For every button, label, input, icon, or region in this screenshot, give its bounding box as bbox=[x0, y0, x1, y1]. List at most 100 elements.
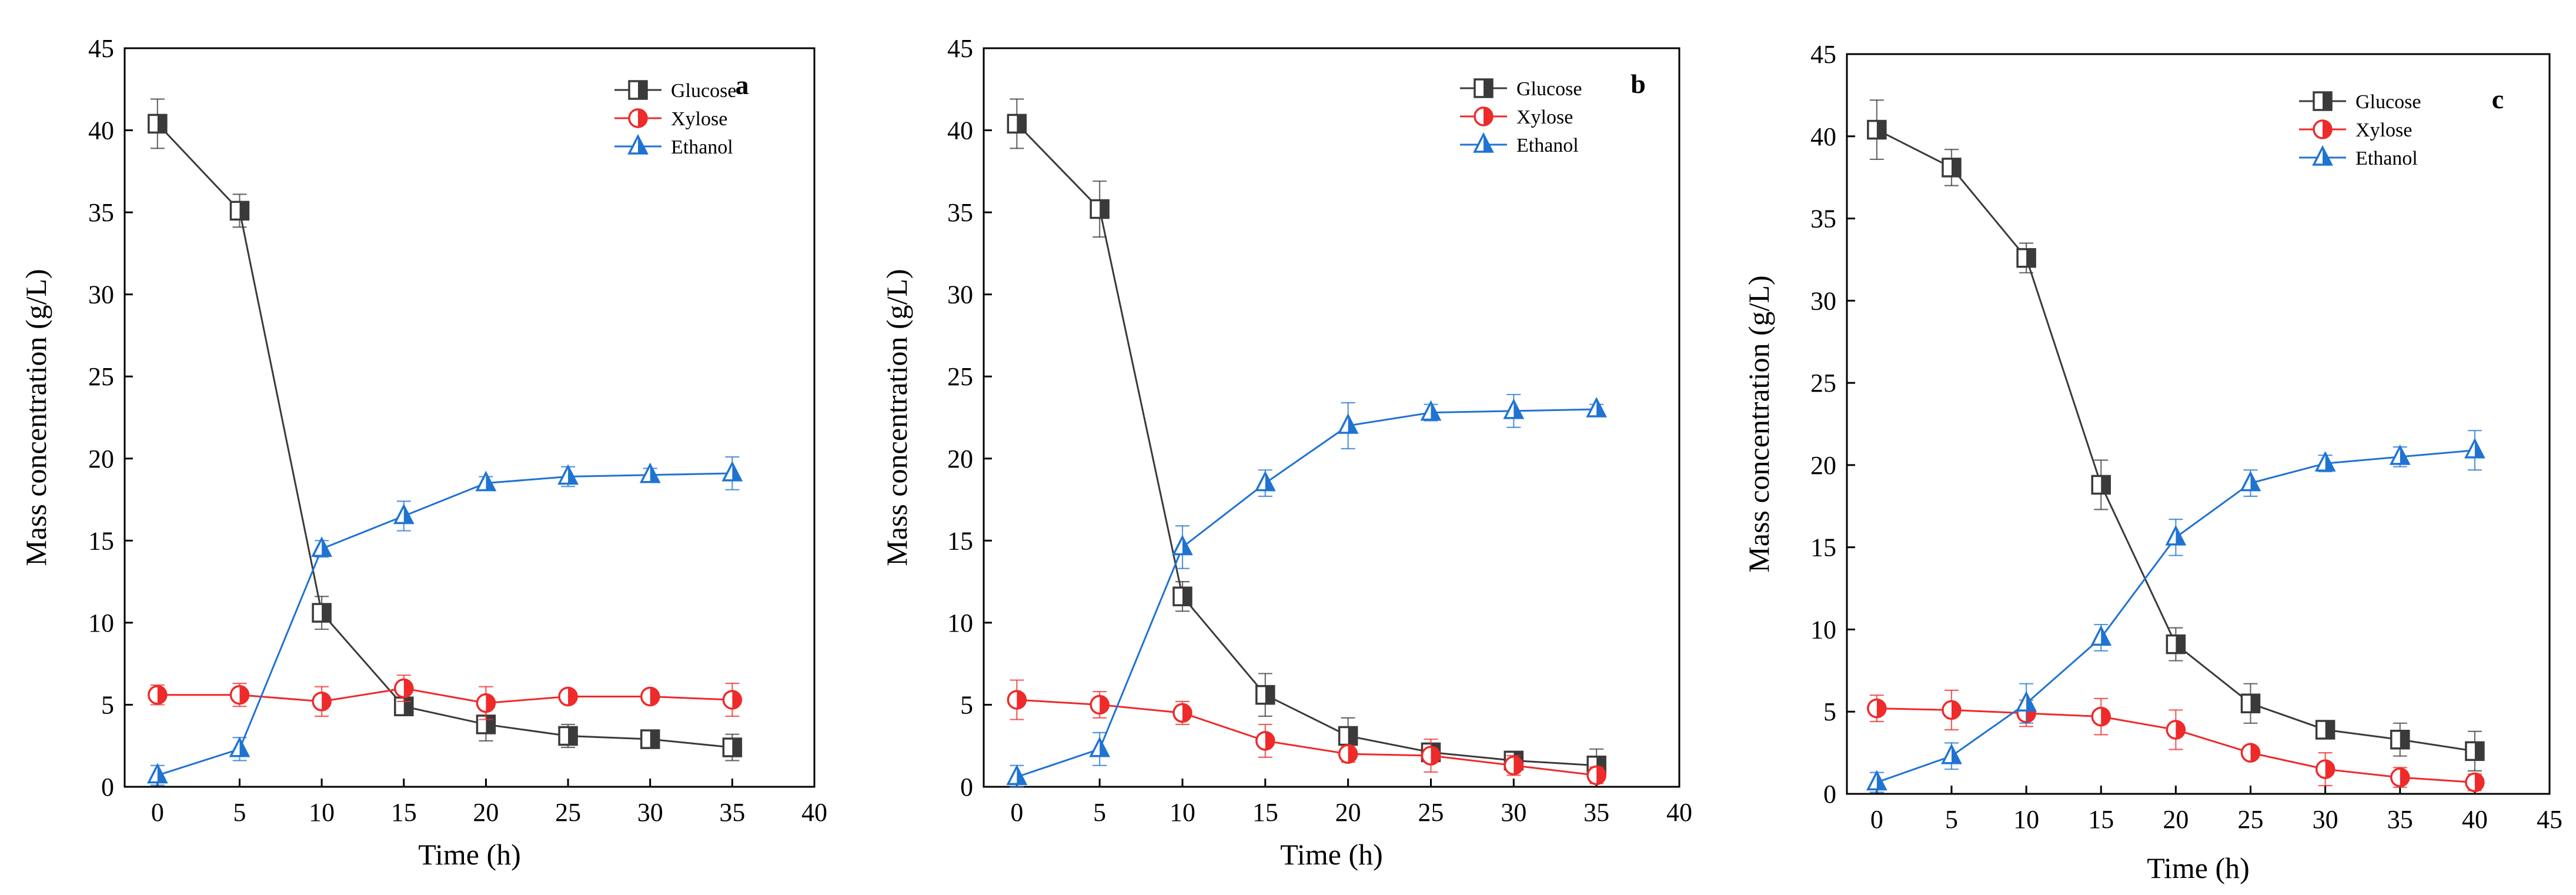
x-tick-label: 25 bbox=[2237, 805, 2263, 834]
data-point bbox=[1255, 684, 1275, 705]
legend: Glucose Xylose Ethanol bbox=[614, 80, 736, 158]
y-tick-label: 40 bbox=[1810, 122, 1836, 151]
panel-label: a bbox=[736, 70, 749, 100]
x-axis: 0 5 10 15 20 25 30 35 40 45 bbox=[1870, 786, 2562, 834]
legend-marker bbox=[1473, 132, 1494, 153]
series-glucose bbox=[1007, 98, 1606, 783]
data-point bbox=[1172, 586, 1192, 606]
x-tick-label: 40 bbox=[1666, 798, 1692, 827]
series-line-glucose bbox=[1016, 123, 1597, 767]
legend-label: Xylose bbox=[671, 108, 727, 130]
legend-item-xylose: Xylose bbox=[1460, 106, 1573, 128]
data-point bbox=[146, 763, 168, 784]
data-point bbox=[1338, 744, 1358, 764]
x-tick-label: 20 bbox=[2163, 805, 2189, 834]
y-tick-label: 20 bbox=[1810, 451, 1836, 480]
y-tick-label: 45 bbox=[88, 34, 114, 63]
series-line-glucose bbox=[156, 123, 733, 749]
plot-frame bbox=[123, 47, 816, 788]
data-point bbox=[1007, 690, 1027, 710]
x-tick-label: 0 bbox=[151, 798, 164, 827]
y-tick-label: 5 bbox=[1823, 697, 1836, 726]
data-point bbox=[2465, 741, 2485, 762]
y-tick-label: 0 bbox=[1823, 780, 1836, 809]
data-point bbox=[2315, 720, 2336, 740]
legend-item-ethanol: Ethanol bbox=[2299, 145, 2418, 169]
data-point bbox=[148, 684, 168, 705]
x-tick-label: 35 bbox=[1583, 798, 1609, 827]
data-point bbox=[229, 684, 250, 705]
data-point bbox=[640, 686, 660, 707]
series-line-xylose bbox=[1017, 699, 1597, 776]
x-tick-label: 10 bbox=[2013, 805, 2039, 834]
legend-label: Xylose bbox=[2356, 119, 2412, 141]
data-point bbox=[1866, 770, 1887, 791]
y-axis-title: Mass concentration (g/L) bbox=[880, 269, 913, 566]
plot-frame bbox=[1846, 53, 2551, 795]
y-tick-label: 5 bbox=[101, 690, 114, 719]
data-point bbox=[2090, 625, 2112, 646]
data-point bbox=[2390, 767, 2410, 787]
data-point bbox=[1586, 765, 1606, 786]
x-tick-label: 0 bbox=[1870, 805, 1883, 834]
data-point bbox=[312, 692, 332, 712]
data-point bbox=[1172, 703, 1192, 723]
data-point bbox=[1420, 400, 1442, 421]
series-xylose bbox=[1007, 679, 1606, 786]
x-tick-label: 20 bbox=[473, 798, 499, 827]
legend-marker bbox=[1474, 106, 1494, 126]
series-line-ethanol bbox=[1016, 408, 1597, 778]
data-point bbox=[1006, 764, 1028, 785]
data-point bbox=[1172, 535, 1193, 556]
y-tick-label: 10 bbox=[1810, 615, 1836, 644]
x-tick-label: 5 bbox=[1093, 798, 1106, 827]
x-tick-label: 15 bbox=[1252, 798, 1278, 827]
x-tick-label: 30 bbox=[637, 798, 663, 827]
x-tick-label: 15 bbox=[2088, 805, 2114, 834]
x-tick-label: 35 bbox=[2387, 805, 2413, 834]
y-axis: 0 5 10 15 20 25 30 35 40 45 bbox=[88, 34, 133, 802]
legend-item-ethanol: Ethanol bbox=[614, 133, 733, 158]
legend: Glucose Xylose Ethanol bbox=[1460, 78, 1582, 156]
x-axis: 0 5 10 15 20 25 30 35 40 bbox=[1010, 779, 1692, 827]
data-point bbox=[1337, 413, 1359, 434]
plot-frame bbox=[983, 47, 1680, 788]
data-point bbox=[2016, 691, 2037, 712]
y-axis-title: Mass concentration (g/L) bbox=[19, 269, 52, 566]
x-tick-label: 45 bbox=[2537, 805, 2562, 834]
data-point bbox=[229, 736, 250, 757]
y-tick-label: 40 bbox=[88, 116, 114, 145]
series-line-ethanol bbox=[157, 472, 733, 776]
series-line-xylose bbox=[157, 687, 733, 704]
x-tick-label: 0 bbox=[1010, 798, 1023, 827]
data-point bbox=[2464, 438, 2485, 459]
legend-item-glucose: Glucose bbox=[1460, 78, 1582, 100]
panel-label: b bbox=[1631, 69, 1646, 99]
x-axis-title: Time (h) bbox=[1280, 838, 1383, 871]
data-point bbox=[1503, 398, 1525, 419]
y-tick-label: 35 bbox=[947, 198, 973, 227]
data-point bbox=[1090, 199, 1110, 219]
x-tick-label: 10 bbox=[309, 798, 335, 827]
data-point bbox=[1255, 731, 1275, 751]
x-tick-label: 30 bbox=[2313, 805, 2338, 834]
data-point bbox=[476, 693, 496, 713]
legend-label: Glucose bbox=[1516, 78, 1582, 100]
x-tick-label: 25 bbox=[1418, 798, 1444, 827]
y-tick-label: 25 bbox=[88, 362, 114, 391]
data-point bbox=[311, 536, 333, 557]
y-tick-label: 10 bbox=[947, 609, 973, 637]
data-point bbox=[722, 690, 743, 710]
legend-marker bbox=[628, 108, 648, 128]
x-tick-label: 20 bbox=[1335, 798, 1361, 827]
data-point bbox=[1586, 396, 1608, 418]
legend-marker bbox=[628, 80, 648, 100]
legend-marker bbox=[2313, 119, 2333, 139]
legend-label: Ethanol bbox=[1516, 135, 1579, 156]
data-point bbox=[2091, 706, 2111, 727]
y-axis: 0 5 10 15 20 25 30 35 40 45 bbox=[1810, 40, 1855, 809]
data-point bbox=[1090, 694, 1110, 715]
y-tick-label: 35 bbox=[1810, 205, 1836, 233]
data-point bbox=[312, 603, 332, 623]
series-ethanol bbox=[1006, 393, 1608, 788]
